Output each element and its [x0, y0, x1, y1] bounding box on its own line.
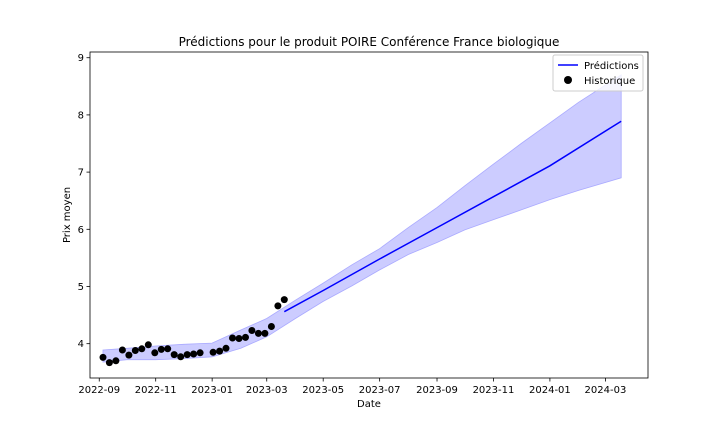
- x-tick-label: 2022-11: [135, 385, 177, 396]
- historic-point: [164, 345, 172, 353]
- y-tick-label: 4: [78, 339, 84, 350]
- historic-point: [196, 349, 204, 357]
- historic-point: [105, 359, 113, 367]
- x-tick-label: 2024-03: [585, 385, 627, 396]
- historic-point: [274, 302, 282, 310]
- x-tick-label: 2023-09: [416, 385, 458, 396]
- x-tick-label: 2023-01: [191, 385, 233, 396]
- historic-point: [254, 329, 262, 337]
- y-tick-label: 8: [78, 110, 84, 121]
- historic-point: [144, 341, 152, 349]
- axes: 2022-09 2022-11 2023-01 2023-03 2023-05 2023-…: [78, 51, 649, 396]
- x-tick-label: 2023-03: [246, 385, 288, 396]
- historic-point: [170, 351, 178, 359]
- historic-point: [151, 349, 159, 357]
- historic-point: [99, 353, 107, 361]
- plot-area: [99, 74, 622, 367]
- y-tick-label: 9: [78, 53, 84, 64]
- y-tick-label: 7: [78, 168, 84, 179]
- historic-point: [138, 345, 146, 353]
- y-tick-label: 6: [78, 225, 84, 236]
- axes-frame: [89, 51, 649, 379]
- historic-point: [190, 350, 198, 358]
- historic-point: [222, 344, 230, 352]
- historic-point: [229, 334, 236, 342]
- x-tick-label: 2022-09: [78, 385, 120, 396]
- historic-point: [177, 353, 185, 361]
- historic-point: [235, 335, 243, 342]
- legend-label-historique: Historique: [584, 76, 635, 87]
- legend-frame: [552, 54, 644, 92]
- x-axis-title: Date: [357, 399, 381, 410]
- historic-point: [280, 296, 288, 304]
- historic-point: [183, 351, 191, 359]
- historic-point: [248, 327, 256, 334]
- legend: Prédictions Historique: [552, 54, 644, 92]
- x-tick-label: 2023-05: [302, 385, 344, 396]
- y-tick-label: 5: [78, 282, 84, 293]
- historic-point: [261, 329, 269, 337]
- prediction-line: [283, 120, 622, 313]
- historic-point: [242, 333, 249, 341]
- historic-point: [131, 347, 139, 354]
- x-tick-label: 2023-11: [473, 385, 515, 396]
- historic-point: [112, 357, 120, 365]
- historic-point: [125, 351, 133, 359]
- legend-dot-swatch: [564, 76, 572, 84]
- historic-point: [118, 346, 126, 354]
- historic-point: [209, 348, 217, 356]
- x-tick-label: 2023-07: [359, 385, 401, 396]
- historic-point: [216, 347, 224, 355]
- historic-point: [157, 345, 165, 353]
- confidence-band: [102, 74, 622, 363]
- historic-point: [267, 323, 275, 330]
- y-axis-title: Prix moyen: [62, 187, 73, 243]
- chart-title: Prédictions pour le produit POIRE Confér…: [179, 35, 560, 49]
- x-tick-label: 2024-01: [529, 385, 571, 396]
- legend-label-predictions: Prédictions: [584, 60, 639, 72]
